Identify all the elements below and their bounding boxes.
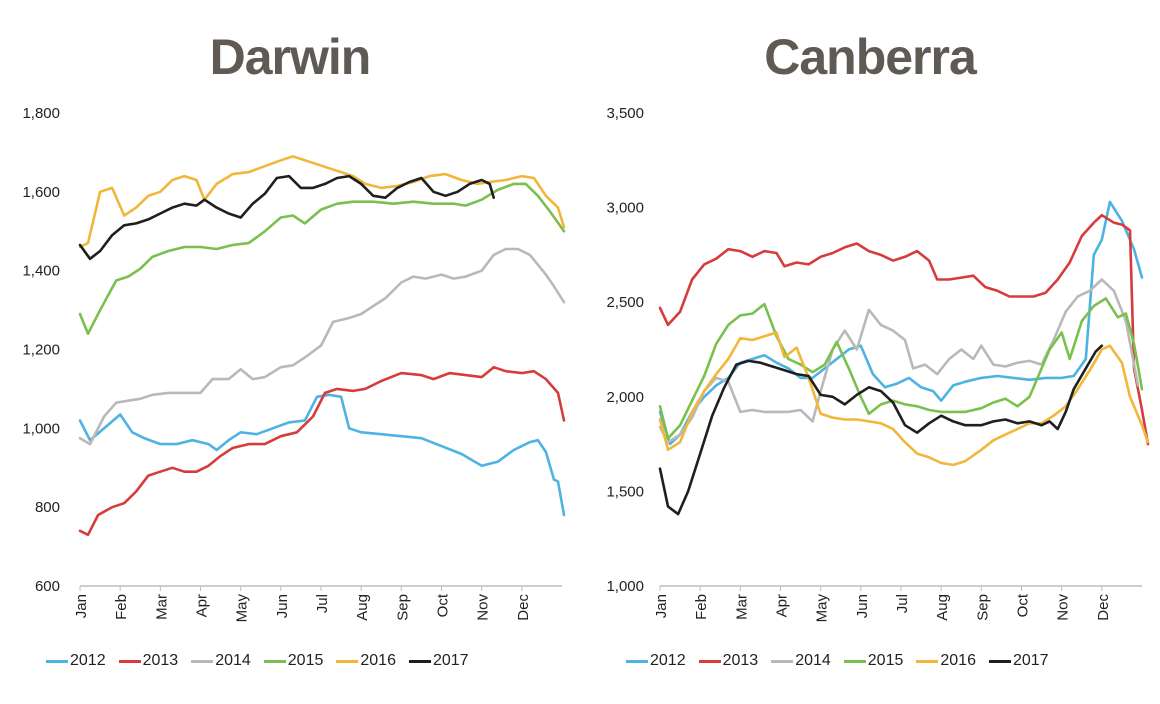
legend-label: 2013	[722, 652, 759, 669]
x-tick-label: Aug	[354, 594, 371, 621]
legend-item-2017: 2017	[408, 652, 469, 670]
legend-swatch	[916, 659, 939, 663]
legend-label: 2015	[867, 652, 904, 669]
chart-legend: 2012 2013 2014 2015 2016 2017	[46, 652, 576, 670]
legend-item-2014: 2014	[191, 652, 251, 670]
legend-item-2012: 2012	[46, 652, 106, 670]
x-tick-label: Apr	[774, 594, 791, 617]
x-tick-label: Nov	[1055, 594, 1072, 621]
legend-swatch	[698, 659, 721, 663]
series-line-2012	[78, 393, 566, 517]
legend-label: 2014	[215, 652, 251, 669]
x-tick-label: Sep	[974, 594, 991, 621]
x-tick-label: May	[234, 594, 251, 623]
x-tick-label: Sep	[394, 594, 411, 621]
y-tick-label: 3,500	[606, 105, 644, 122]
line-chart-darwin: 600 800 1,000 1,200 1,400 1,600 1,800 Jan Feb Mar…	[22, 105, 566, 623]
y-tick-label: 1,000	[606, 578, 644, 595]
series-line-2014	[78, 247, 566, 446]
x-tick-label: Jul	[314, 594, 331, 613]
x-tick-label: Jan	[653, 594, 670, 618]
x-tick-label: Feb	[693, 594, 710, 620]
legend-item-2012: 2012	[626, 652, 686, 670]
y-tick-label: 2,500	[606, 294, 644, 311]
legend-swatch	[118, 659, 141, 663]
legend-swatch	[626, 659, 648, 663]
y-tick-label: 600	[35, 578, 60, 595]
line-chart-canberra: 1,000 1,500 2,000 2,500 3,000 3,500 Jan Feb Mar A…	[606, 105, 1150, 623]
x-tick-label: May	[814, 594, 831, 623]
chart-panel-darwin: Darwin 600 800 1,000 1,200 1,400 1,600 1,800 Ja…	[22, 29, 576, 670]
y-tick-label: 3,000	[606, 200, 644, 217]
legend-label: 2017	[432, 652, 469, 669]
series-line-2015	[658, 297, 1144, 440]
legend-label: 2014	[795, 652, 831, 669]
y-tick-label: 1,000	[22, 420, 60, 437]
legend-swatch	[191, 659, 214, 663]
x-tick-label: Apr	[194, 594, 211, 617]
legend-label: 2016	[360, 652, 396, 669]
x-tick-label: Mar	[153, 594, 170, 620]
legend-swatch	[408, 659, 431, 663]
legend-swatch	[263, 659, 286, 663]
legend-label: 2016	[940, 652, 976, 669]
y-tick-label: 1,200	[22, 342, 60, 359]
x-tick-label: Jun	[274, 594, 291, 618]
y-tick-label: 1,600	[22, 184, 60, 201]
legend-label: 2012	[70, 652, 106, 669]
legend-item-2017: 2017	[988, 652, 1049, 670]
y-tick-label: 1,400	[22, 263, 60, 280]
series-line-2016	[78, 155, 566, 249]
x-tick-label: Jul	[894, 594, 911, 613]
legend-swatch	[771, 659, 794, 663]
chart-panel-canberra: Canberra 1,000 1,500 2,000 2,500 3,000 3,500 J…	[580, 0, 1160, 704]
chart-title: Canberra	[764, 29, 977, 85]
y-tick-label: 1,800	[22, 105, 60, 122]
x-tick-label: Dec	[515, 594, 532, 621]
chart-title: Darwin	[209, 29, 372, 85]
legend-item-2016: 2016	[916, 652, 976, 670]
legend-item-2015: 2015	[263, 652, 324, 670]
series-line-2016	[658, 331, 1150, 467]
x-tick-label: Oct	[1015, 593, 1032, 617]
x-tick-label: Jun	[854, 594, 871, 618]
x-tick-label: Feb	[113, 594, 130, 620]
y-tick-label: 2,000	[606, 389, 644, 406]
x-tick-label: Nov	[475, 594, 492, 621]
series-line-2012	[658, 200, 1144, 446]
legend-item-2013: 2013	[118, 652, 179, 670]
legend-item-2014: 2014	[771, 652, 831, 670]
x-tick-label: Oct	[435, 593, 452, 617]
legend-swatch	[46, 659, 68, 663]
series-line-2017	[658, 344, 1104, 516]
y-tick-label: 800	[35, 499, 60, 516]
legend-swatch	[336, 659, 359, 663]
x-tick-label: Dec	[1095, 594, 1112, 621]
series-line-2013	[658, 213, 1150, 446]
series-line-2013	[78, 365, 566, 537]
x-tick-label: Jan	[73, 594, 90, 618]
legend-label: 2015	[287, 652, 324, 669]
chart-legend: 2012 2013 2014 2015 2016 2017	[626, 652, 1156, 670]
legend-label: 2017	[1012, 652, 1049, 669]
y-tick-label: 1,500	[606, 483, 644, 500]
legend-item-2013: 2013	[698, 652, 759, 670]
x-tick-label: Mar	[733, 594, 750, 620]
x-tick-label: Aug	[934, 594, 951, 621]
legend-item-2016: 2016	[336, 652, 396, 670]
legend-swatch	[988, 659, 1011, 663]
series-line-2014	[658, 278, 1140, 444]
legend-label: 2012	[650, 652, 686, 669]
legend-label: 2013	[142, 652, 179, 669]
series-line-2017	[78, 174, 495, 261]
legend-item-2015: 2015	[843, 652, 904, 670]
legend-swatch	[843, 659, 866, 663]
